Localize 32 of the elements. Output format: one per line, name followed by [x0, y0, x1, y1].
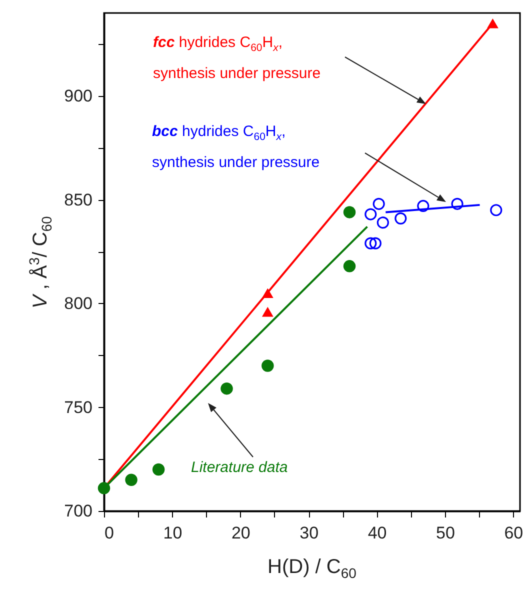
y-tick-label: 850: [64, 190, 92, 210]
point: [220, 382, 233, 395]
x-tick-label: 0: [104, 524, 114, 542]
point: [152, 463, 165, 476]
x-axis-title: H(D) / C$_{60}$: [268, 556, 356, 581]
point: [343, 206, 356, 218]
y-tick-label: 750: [64, 398, 92, 417]
annotation: bcc hydrides C$_{60}$H$_{x}$, synthesis under pressure: [152, 122, 320, 173]
point: [262, 360, 274, 372]
point: [343, 260, 356, 272]
point: [262, 306, 274, 317]
point: [125, 474, 138, 486]
point: [417, 200, 430, 212]
annotation: fcc hydrides C$_{60}$H$_{x}$, synthesis under pressure: [153, 33, 321, 84]
x-tick-label: 60: [504, 524, 524, 542]
point: [369, 237, 382, 250]
x-tick-label: 10: [163, 524, 182, 542]
x-tick-label: 50: [436, 524, 455, 542]
x-tick-label: 20: [231, 524, 250, 542]
y-tick-label: 800: [64, 294, 92, 313]
point: [364, 208, 377, 220]
point: [394, 212, 407, 224]
point: [490, 204, 502, 216]
annotation: Literature data: [191, 459, 288, 476]
y-tick-label: 700: [64, 502, 92, 520]
point: [376, 216, 389, 229]
point: [372, 198, 385, 210]
y-tick-label: 900: [64, 86, 92, 106]
point: [451, 198, 464, 210]
point: [364, 237, 377, 250]
x-tick-label: 40: [368, 524, 387, 542]
x-tick-label: 30: [300, 524, 319, 542]
